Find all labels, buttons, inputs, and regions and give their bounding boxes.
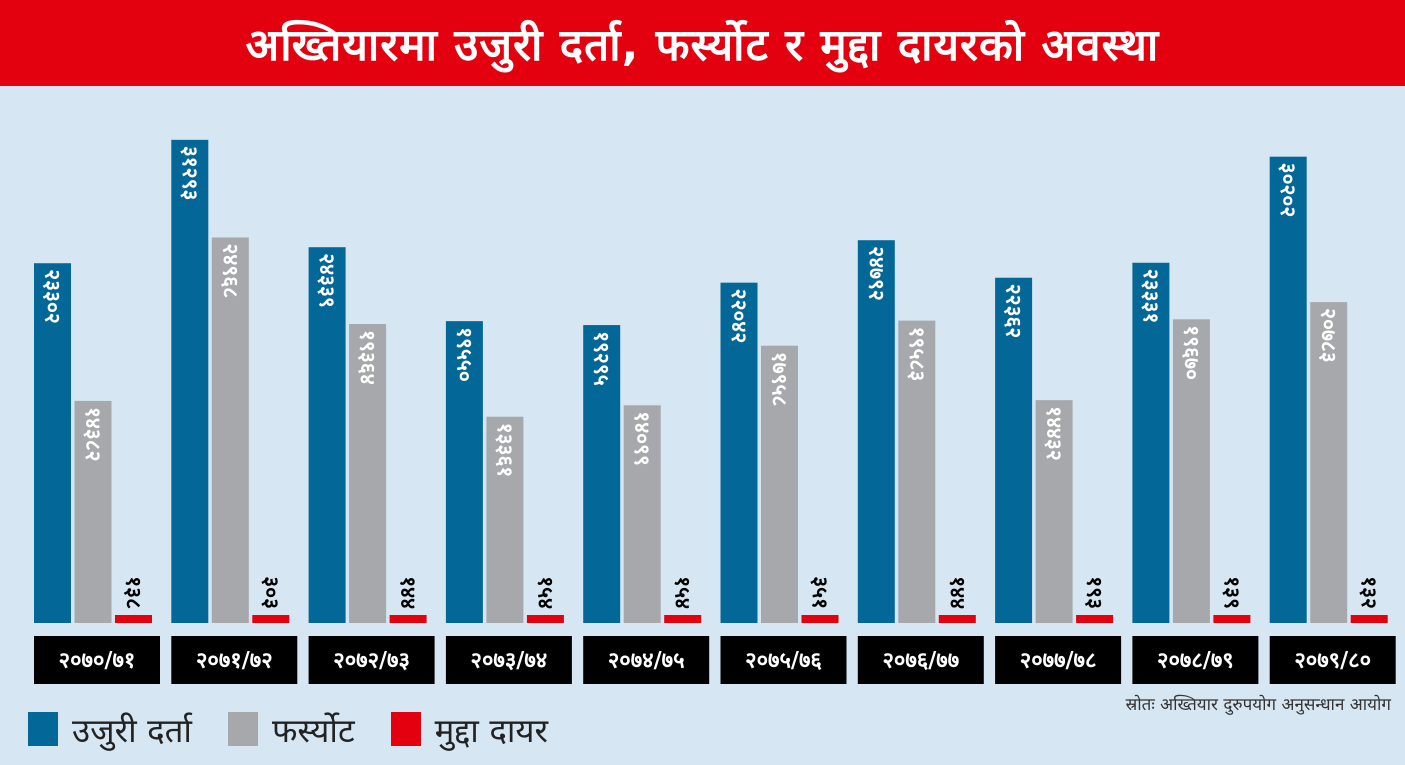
- data-label-ujuri: ३०२०२: [1276, 163, 1300, 218]
- bar-mudda: [252, 615, 290, 623]
- category-label: २०७९/८०: [1294, 649, 1371, 674]
- data-label-farsyot: १९५८३: [905, 327, 929, 382]
- category-label: २०७५/७६: [745, 649, 822, 674]
- data-label-ujuri: ३१२९३: [178, 146, 202, 201]
- bar-mudda: [801, 615, 839, 623]
- title-banner: अख्तियारमा उजुरी दर्ता, फर्स्योट र मुद्द…: [0, 0, 1405, 86]
- year-box: [720, 636, 847, 684]
- data-label-farsyot: १९३६४: [356, 330, 380, 385]
- bar-farsyot: [898, 320, 936, 623]
- legend-swatch-ujuri: [28, 712, 58, 746]
- bar-mudda: [1350, 615, 1388, 623]
- legend-item-mudda: मुद्दा दायर: [390, 707, 549, 752]
- bar-ujuri: [857, 240, 895, 623]
- bar-farsyot: [761, 345, 798, 623]
- year-box: [171, 636, 298, 684]
- year-box: [857, 636, 984, 684]
- bar-ujuri: [445, 321, 483, 623]
- bar-mudda: [526, 615, 564, 623]
- source-note: स्रोतः अख्तियार दुरुपयोग अनुसन्धान आयोग: [1125, 695, 1391, 715]
- data-label-mudda: १५४: [671, 576, 695, 609]
- legend-label-mudda: मुद्दा दायर: [434, 710, 549, 750]
- chart-title: अख्तियारमा उजुरी दर्ता, फर्स्योट र मुद्द…: [245, 20, 1160, 71]
- year-box: [1132, 636, 1259, 684]
- year-box: [1269, 636, 1396, 684]
- legend: उजुरी दर्ता फर्स्योट मुद्दा दायर: [28, 704, 584, 754]
- year-box: [308, 636, 435, 684]
- bar-mudda: [664, 615, 702, 623]
- bar-ujuri: [995, 277, 1033, 623]
- data-label-mudda: १३९: [1220, 576, 1244, 609]
- category-label: २०७७/७८: [1020, 649, 1097, 674]
- data-label-ujuri: २४३३९: [315, 253, 339, 308]
- data-label-farsyot: २४९६८: [218, 243, 242, 298]
- data-label-ujuri: २३३३१: [1139, 269, 1163, 324]
- data-label-ujuri: २३३०२: [41, 269, 65, 324]
- bar-ujuri: [34, 263, 71, 623]
- legend-item-ujuri: उजुरी दर्ता: [28, 707, 192, 752]
- data-label-mudda: ३०३: [259, 576, 283, 609]
- year-box: [583, 636, 710, 684]
- year-box: [445, 636, 572, 684]
- bar-mudda: [938, 615, 976, 623]
- year-box: [34, 636, 160, 684]
- data-label-mudda: १४४: [396, 576, 420, 609]
- data-label-ujuri: २४७९२: [864, 246, 888, 301]
- bar-ujuri: [720, 282, 758, 623]
- data-label-ujuri: १९२९५: [590, 331, 614, 386]
- data-label-farsyot: १३३६१: [493, 423, 517, 478]
- category-label: २०७६/७७: [882, 649, 959, 674]
- legend-swatch-farsyot: [227, 712, 258, 746]
- data-label-farsyot: १९६७०: [1179, 325, 1203, 380]
- legend-swatch-mudda: [390, 712, 421, 746]
- data-label-farsyot: १४०९९: [630, 411, 654, 466]
- bar-farsyot: [623, 405, 661, 623]
- bar-ujuri: [308, 247, 346, 623]
- bar-ujuri: [171, 139, 209, 624]
- legend-label-ujuri: उजुरी दर्ता: [72, 710, 192, 750]
- category-label: २०७४/७५: [608, 649, 685, 674]
- data-label-mudda: ३५१: [808, 576, 832, 609]
- bar-mudda: [1076, 615, 1114, 623]
- data-label-mudda: १३८: [122, 576, 146, 609]
- bar-farsyot: [1310, 302, 1348, 623]
- data-label-mudda: १९३: [1083, 576, 1107, 609]
- bar-farsyot: [349, 324, 387, 623]
- bar-farsyot: [1035, 400, 1073, 623]
- bar-mudda: [115, 615, 152, 623]
- data-label-farsyot: २०७८३: [1317, 308, 1341, 363]
- bar-ujuri: [1269, 156, 1307, 623]
- data-label-farsyot: १४४३२: [1042, 406, 1066, 461]
- data-label-ujuri: २२३६२: [1002, 284, 1026, 339]
- bar-ujuri: [1132, 262, 1170, 623]
- bar-farsyot: [1172, 319, 1210, 623]
- data-label-mudda: १३२: [1357, 576, 1381, 609]
- data-label-mudda: १५४: [533, 576, 557, 609]
- category-label: २०७१/७२: [196, 649, 273, 674]
- bar-mudda: [389, 615, 427, 623]
- bar-mudda: [1213, 615, 1251, 623]
- data-label-farsyot: १४३८२: [81, 407, 105, 462]
- data-label-ujuri: २२०४२: [727, 289, 751, 344]
- data-label-ujuri: १९५५०: [452, 327, 476, 382]
- year-box: [995, 636, 1122, 684]
- category-label: २०७२/७३: [333, 649, 410, 674]
- legend-label-farsyot: फर्स्योट: [271, 710, 355, 750]
- bar-farsyot: [74, 400, 112, 623]
- data-label-farsyot: १७९५८: [768, 352, 792, 407]
- bar-ujuri: [583, 325, 621, 623]
- bar-farsyot: [486, 416, 524, 623]
- legend-item-farsyot: फर्स्योट: [227, 707, 355, 752]
- bar-farsyot: [211, 237, 249, 623]
- category-label: २०७०/७१: [59, 649, 136, 674]
- bar-chart: २३३०२ १४३८२ १३८ २०७०/७१ ३१२९३ २४९६८ ३०३ २०७१/७२…: [34, 139, 1396, 684]
- category-label: २०७८/७९: [1157, 649, 1234, 674]
- data-label-mudda: १४४: [945, 576, 969, 609]
- category-label: २०७३/७४: [471, 649, 548, 674]
